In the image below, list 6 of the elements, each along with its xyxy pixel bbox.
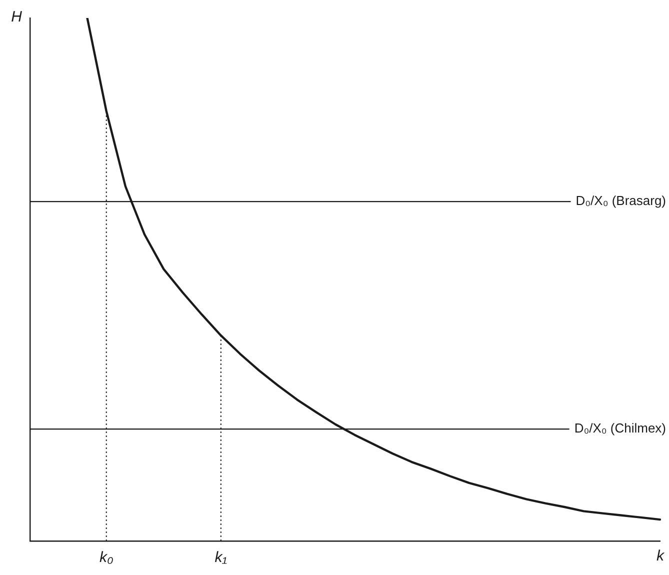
ref-line-label: D₀/X₀ (Brasarg) (576, 193, 666, 208)
x-tick-label: k₁ (214, 549, 228, 566)
y-axis-title: H (11, 8, 22, 26)
x-tick-label: k₀ (99, 549, 114, 566)
ref-line-label: D₀/X₀ (Chilmex) (574, 420, 666, 436)
x-axis-title: k (656, 548, 666, 565)
